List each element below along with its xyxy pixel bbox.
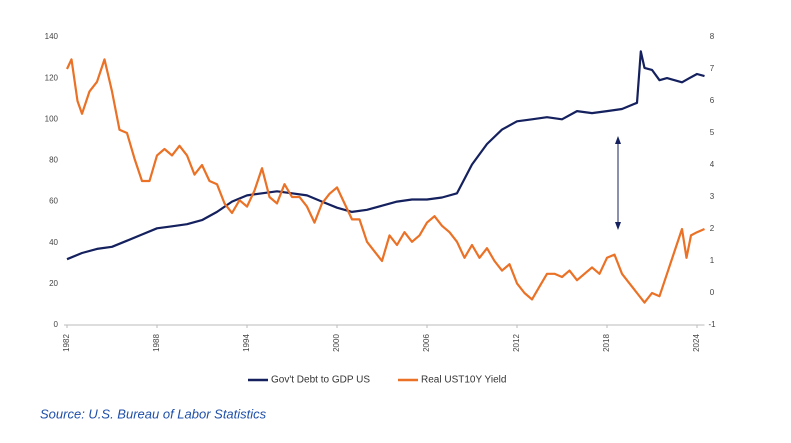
legend-label: Real UST10Y Yield [421, 375, 506, 386]
y-tick-label: 0 [54, 320, 59, 329]
y2-tick-label: 1 [710, 256, 715, 265]
y2-tick-label: 0 [710, 288, 715, 297]
arrow-head [615, 222, 621, 230]
series-line [66, 50, 705, 261]
series-line [66, 58, 705, 304]
x-tick-label: 2018 [602, 334, 611, 352]
y2-tick-label: 4 [710, 160, 715, 169]
y-tick-label: 60 [49, 197, 58, 206]
y-tick-label: 40 [49, 238, 58, 247]
legend-label: Gov't Debt to GDP US [271, 375, 370, 386]
arrow-head [615, 136, 621, 144]
y-tick-label: 20 [49, 279, 58, 288]
y2-tick-label: 3 [710, 192, 715, 201]
x-tick-label: 2024 [692, 334, 701, 352]
x-tick-label: 2006 [422, 334, 431, 352]
source: Source: U.S. Bureau of Labor Statistics [40, 406, 267, 421]
y2-tick-label: -1 [708, 320, 716, 329]
legend: Gov't Debt to GDP US Real UST10Y Yield [248, 375, 506, 386]
x-tick-label: 2012 [512, 334, 521, 352]
x-tick-label: 2000 [332, 334, 341, 352]
x-tick-label: 1994 [242, 334, 251, 352]
y2-tick-label: 6 [710, 96, 715, 105]
y-tick-label: 140 [45, 32, 59, 41]
y2-tick-label: 5 [710, 128, 715, 137]
x-tick-label: 1988 [152, 334, 161, 352]
y-tick-label: 100 [45, 114, 59, 123]
y-tick-label: 80 [49, 156, 58, 165]
x-tick-label: 1982 [62, 334, 71, 352]
y-tick-label: 120 [45, 73, 59, 82]
y2-tick-label: 2 [710, 224, 715, 233]
y2-tick-label: 8 [710, 32, 715, 41]
y2-tick-label: 7 [710, 64, 715, 73]
